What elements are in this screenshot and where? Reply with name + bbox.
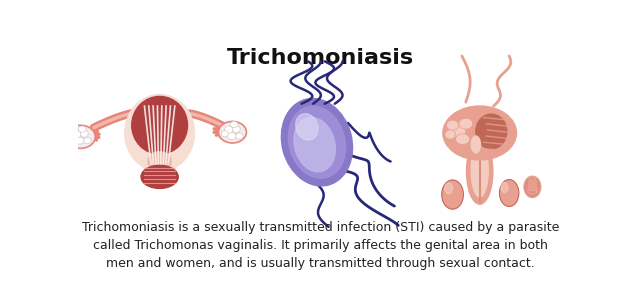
Ellipse shape: [500, 180, 519, 207]
Ellipse shape: [73, 131, 81, 138]
Ellipse shape: [69, 135, 76, 141]
Ellipse shape: [235, 133, 244, 139]
Ellipse shape: [221, 131, 228, 137]
Ellipse shape: [78, 126, 86, 132]
Ellipse shape: [501, 183, 508, 193]
Ellipse shape: [230, 121, 238, 128]
Text: Trichomoniasis: Trichomoniasis: [227, 47, 414, 68]
Ellipse shape: [224, 126, 233, 134]
Ellipse shape: [232, 126, 240, 132]
Ellipse shape: [443, 106, 516, 160]
Ellipse shape: [131, 96, 188, 154]
Ellipse shape: [445, 130, 456, 139]
Ellipse shape: [524, 176, 541, 198]
Ellipse shape: [456, 134, 470, 144]
Ellipse shape: [450, 125, 466, 138]
Ellipse shape: [66, 125, 95, 148]
Ellipse shape: [289, 106, 346, 178]
Ellipse shape: [471, 143, 488, 197]
Ellipse shape: [442, 180, 463, 209]
Ellipse shape: [471, 136, 481, 153]
Ellipse shape: [218, 121, 247, 143]
Ellipse shape: [148, 152, 172, 171]
Ellipse shape: [476, 114, 507, 149]
Ellipse shape: [84, 138, 91, 144]
Ellipse shape: [446, 120, 459, 130]
Ellipse shape: [294, 117, 336, 172]
Ellipse shape: [459, 118, 473, 129]
Ellipse shape: [295, 114, 318, 140]
Text: Trichomoniasis is a sexually transmitted infection (STI) caused by a parasite
ca: Trichomoniasis is a sexually transmitted…: [82, 221, 560, 270]
Ellipse shape: [81, 130, 88, 137]
Ellipse shape: [445, 183, 453, 194]
Ellipse shape: [281, 99, 352, 186]
Ellipse shape: [227, 132, 237, 140]
Ellipse shape: [141, 165, 178, 188]
Ellipse shape: [125, 95, 195, 171]
Ellipse shape: [466, 139, 493, 204]
Ellipse shape: [75, 137, 85, 144]
